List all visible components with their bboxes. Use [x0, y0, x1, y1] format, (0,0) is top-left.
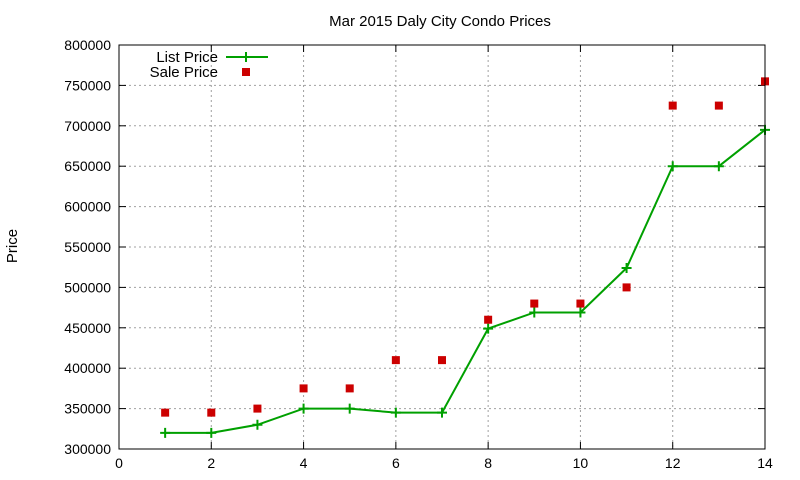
y-tick-label: 550000	[64, 239, 111, 255]
x-tick-label: 2	[207, 455, 215, 471]
sale-price-point	[161, 408, 170, 417]
sale-price-point	[438, 356, 446, 365]
list-price-point	[437, 407, 447, 418]
list-price-point	[575, 307, 586, 318]
chart-title: Mar 2015 Daly City Condo Prices	[329, 13, 551, 30]
y-tick-label: 800000	[64, 37, 111, 53]
y-tick-label: 700000	[64, 118, 111, 134]
y-axis-label: Price	[4, 229, 21, 263]
sale-price-point	[484, 315, 493, 324]
list-price-point	[390, 407, 401, 418]
list-price-point	[529, 307, 540, 318]
list-price-point	[483, 323, 494, 334]
x-axis-ticks: 0 2 4 6 8 10 12 14	[115, 45, 773, 471]
grid	[119, 45, 765, 449]
list-price-point	[344, 403, 355, 414]
sale-price-point	[207, 408, 216, 417]
list-price-point	[252, 419, 263, 430]
x-tick-label: 14	[757, 455, 773, 471]
list-price-point	[713, 161, 724, 172]
legend-label-sale-price: Sale Price	[150, 64, 218, 81]
x-tick-label: 6	[392, 455, 400, 471]
sale-price-point	[576, 299, 585, 308]
x-tick-label: 10	[573, 455, 589, 471]
y-tick-label: 400000	[64, 360, 111, 376]
list-price-point	[206, 427, 217, 438]
y-tick-label: 450000	[64, 320, 111, 336]
list-price-line	[165, 129, 766, 434]
sale-price-point	[345, 384, 354, 393]
plot-frame	[118, 44, 766, 450]
sale-price-point	[714, 101, 723, 110]
y-tick-label: 350000	[64, 401, 111, 417]
x-tick-label: 4	[300, 455, 308, 471]
list-price-point	[621, 263, 632, 274]
y-tick-label: 650000	[64, 158, 111, 174]
legend: List Price Sale Price	[150, 49, 268, 81]
sale-price-point	[391, 356, 400, 365]
sale-price-point	[299, 384, 308, 393]
sale-price-point	[530, 299, 539, 308]
y-tick-label: 500000	[64, 279, 111, 295]
x-tick-label: 12	[665, 455, 681, 471]
y-axis-ticks: 300000 350000 400000 450000 500000 550000 6000…	[64, 37, 765, 457]
sale-price-point	[253, 404, 262, 413]
list-price-point	[298, 403, 309, 414]
list-price-point	[667, 161, 678, 172]
y-tick-label: 750000	[64, 77, 111, 93]
legend-label-list-price: List Price	[156, 49, 218, 66]
x-tick-label: 8	[484, 455, 492, 471]
sale-price-point	[668, 101, 677, 110]
series-layer	[160, 77, 770, 438]
legend-marker-list-price	[241, 52, 251, 62]
y-tick-label: 300000	[64, 441, 111, 457]
legend-marker-sale-price	[242, 68, 250, 76]
sale-price-point	[622, 283, 631, 292]
y-tick-label: 600000	[64, 199, 111, 215]
x-tick-label: 0	[115, 455, 123, 471]
list-price-point	[160, 427, 171, 438]
